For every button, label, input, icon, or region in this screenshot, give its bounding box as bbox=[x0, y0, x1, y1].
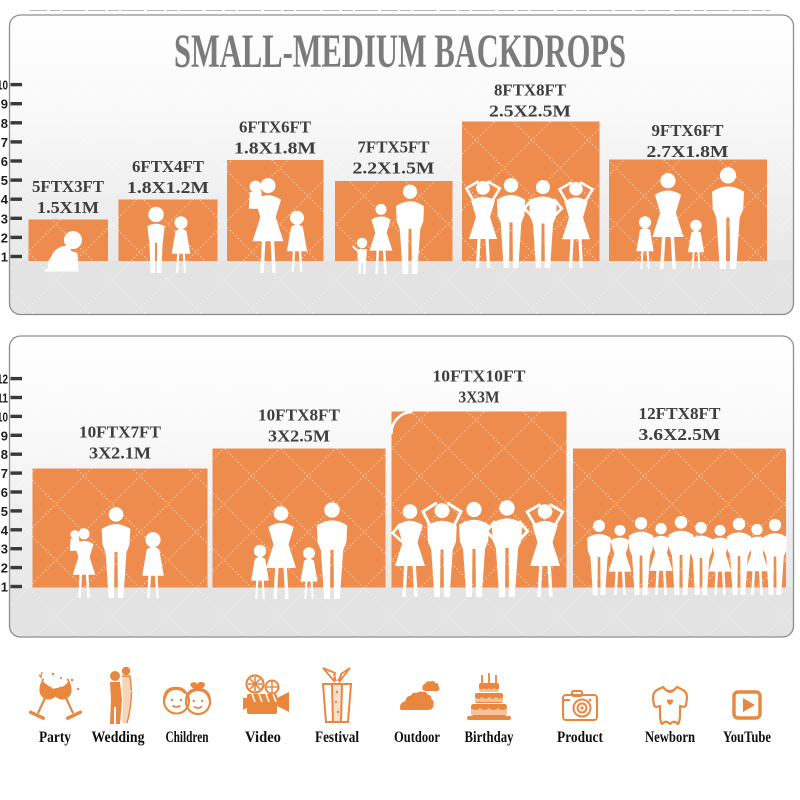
svg-text:3.6X2.5M: 3.6X2.5M bbox=[639, 425, 721, 444]
svg-text:Video: Video bbox=[245, 729, 281, 746]
svg-text:5: 5 bbox=[1, 504, 8, 519]
svg-text:Wedding: Wedding bbox=[92, 729, 145, 746]
svg-text:6: 6 bbox=[1, 154, 8, 169]
svg-text:3: 3 bbox=[1, 211, 8, 226]
svg-text:4: 4 bbox=[1, 523, 9, 538]
svg-text:2: 2 bbox=[1, 230, 8, 245]
svg-text:3X3M: 3X3M bbox=[459, 388, 500, 407]
svg-text:Festival: Festival bbox=[315, 729, 360, 746]
svg-text:2.7X1.8M: 2.7X1.8M bbox=[647, 142, 729, 161]
svg-text:2.2X1.5M: 2.2X1.5M bbox=[353, 159, 435, 178]
svg-text:4: 4 bbox=[1, 192, 9, 207]
svg-text:5FTX3FT: 5FTX3FT bbox=[32, 177, 104, 196]
svg-text:9: 9 bbox=[1, 428, 8, 443]
svg-text:8FTX8FT: 8FTX8FT bbox=[494, 81, 566, 100]
svg-text:3X2.1M: 3X2.1M bbox=[89, 444, 151, 463]
svg-text:1.8X1.2M: 1.8X1.2M bbox=[127, 178, 209, 197]
svg-text:10FTX8FT: 10FTX8FT bbox=[258, 406, 340, 425]
svg-text:8: 8 bbox=[1, 116, 8, 131]
svg-text:8: 8 bbox=[1, 447, 8, 462]
svg-text:Children: Children bbox=[166, 729, 209, 746]
svg-text:12FTX8FT: 12FTX8FT bbox=[639, 404, 721, 423]
svg-text:5: 5 bbox=[1, 173, 8, 188]
svg-text:3: 3 bbox=[1, 542, 8, 557]
svg-text:Product: Product bbox=[557, 729, 604, 746]
svg-text:1: 1 bbox=[1, 250, 8, 265]
svg-text:Party: Party bbox=[39, 729, 71, 746]
svg-text:9: 9 bbox=[1, 97, 8, 112]
svg-text:7: 7 bbox=[1, 135, 8, 150]
svg-text:11: 11 bbox=[0, 391, 8, 406]
svg-text:6: 6 bbox=[1, 485, 8, 500]
svg-text:Birthday: Birthday bbox=[465, 729, 514, 746]
svg-text:1.5X1M: 1.5X1M bbox=[37, 198, 99, 217]
svg-text:Newborn: Newborn bbox=[645, 729, 695, 746]
svg-text:7FTX5FT: 7FTX5FT bbox=[358, 138, 430, 157]
svg-text:2.5X2.5M: 2.5X2.5M bbox=[489, 102, 571, 121]
svg-text:9FTX6FT: 9FTX6FT bbox=[652, 121, 724, 140]
svg-text:SMALL-MEDIUM BACKDROPS: SMALL-MEDIUM BACKDROPS bbox=[174, 25, 626, 78]
svg-text:12: 12 bbox=[0, 372, 8, 387]
svg-text:6FTX6FT: 6FTX6FT bbox=[239, 118, 311, 137]
svg-text:7: 7 bbox=[1, 466, 8, 481]
svg-text:10: 10 bbox=[0, 409, 8, 424]
svg-text:YouTube: YouTube bbox=[723, 729, 771, 746]
svg-text:1.8X1.8M: 1.8X1.8M bbox=[234, 139, 316, 158]
svg-text:3X2.5M: 3X2.5M bbox=[268, 427, 330, 446]
svg-text:2: 2 bbox=[1, 561, 8, 576]
svg-text:Outdoor: Outdoor bbox=[394, 729, 440, 746]
svg-text:10: 10 bbox=[0, 78, 8, 93]
svg-text:10FTX7FT: 10FTX7FT bbox=[79, 423, 161, 442]
svg-text:10FTX10FT: 10FTX10FT bbox=[433, 367, 526, 386]
svg-text:1: 1 bbox=[1, 580, 8, 595]
svg-text:6FTX4FT: 6FTX4FT bbox=[132, 157, 204, 176]
